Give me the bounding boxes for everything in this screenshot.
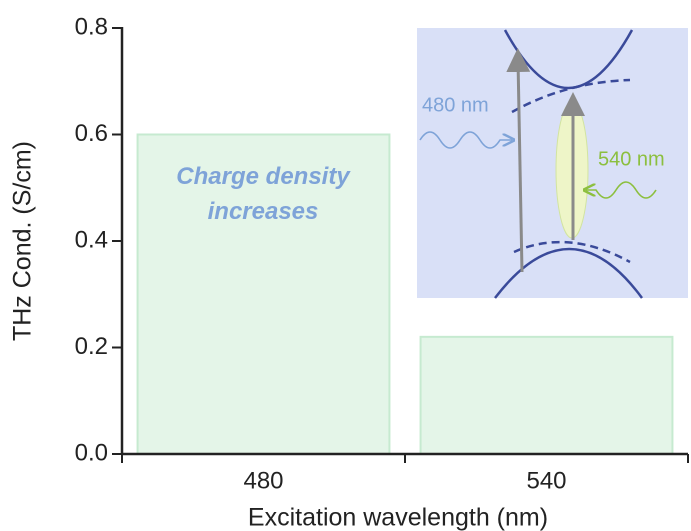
valence-band [494,247,644,299]
x-tick-label: 540 [526,467,566,494]
inset-label: 480 nm [422,94,489,116]
y-axis-label: THz Cond. (S/cm) [9,141,37,341]
conduction-band-dashed [511,78,631,114]
wave-480 [419,131,512,149]
bar [419,335,674,456]
inset-label: 540 nm [598,148,665,170]
inset: 480 nm 540 nm [417,28,688,299]
x-axis-label: Excitation wavelength (nm) [248,504,548,531]
inset-background [417,28,688,298]
y-tick-label: 0.0 [75,439,108,466]
bars [136,133,674,456]
y-tick-label: 0.4 [75,226,108,253]
y-tick-label: 0.2 [75,333,108,360]
annotation: Charge density increases [176,163,351,225]
valence-band-dashed [513,240,631,264]
wave-540 [586,181,657,199]
axes: 480 540 0.0 0.2 0.4 0.6 0.8 [75,13,689,494]
y-tick-label: 0.8 [75,13,108,40]
bar [136,133,391,455]
arrow-480 [506,48,531,273]
x-tick-label: 480 [243,467,283,494]
y-tick-label: 0.6 [75,120,108,147]
